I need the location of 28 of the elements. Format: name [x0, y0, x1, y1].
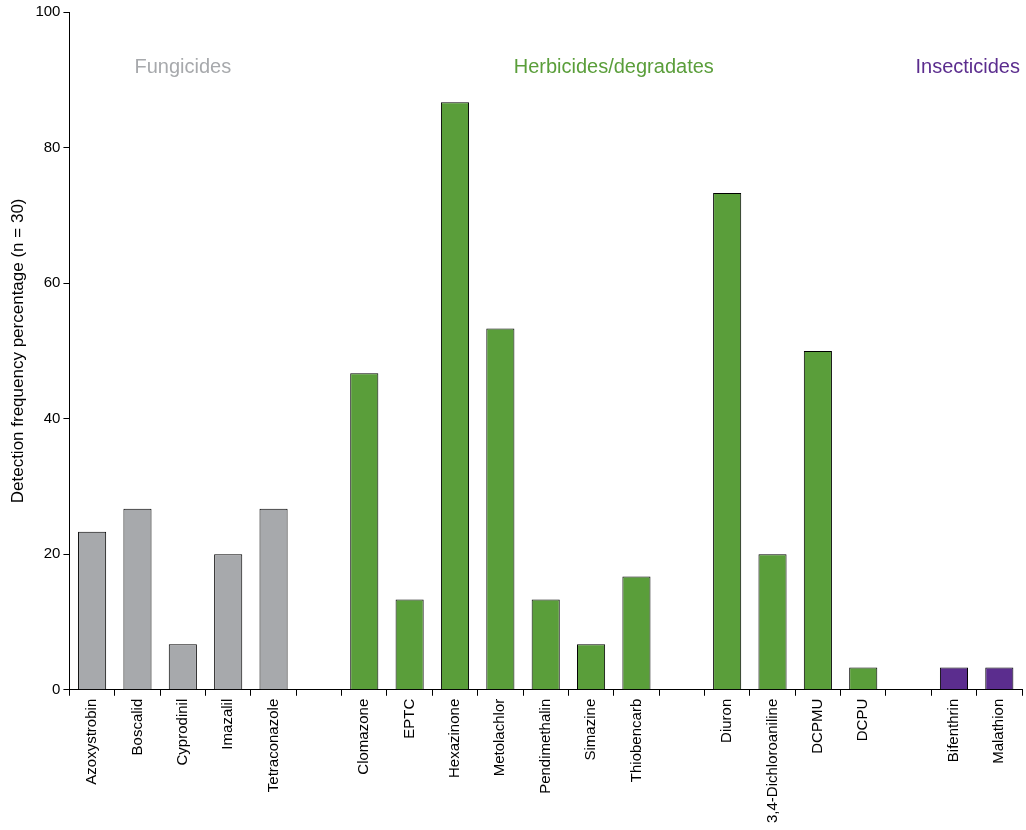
x-tick-label: Diuron — [717, 698, 735, 743]
x-tick-label: Imazalil — [218, 698, 236, 750]
x-tick-label: Malathion — [989, 698, 1007, 764]
x-tick-label: Bifenthrin — [944, 698, 962, 763]
x-tick-label: EPTC — [399, 698, 417, 739]
x-tick-label: DCPU — [853, 698, 871, 742]
x-tick-label: Azoxystrobin — [82, 698, 100, 785]
y-tick-label: 0 — [52, 679, 61, 697]
text: Insecticides — [915, 54, 1020, 77]
text: Fungicides — [134, 54, 232, 77]
x-tick-label: Clomazone — [354, 698, 372, 775]
text: Herbicides/degradates — [513, 54, 714, 77]
y-tick-label: 40 — [43, 408, 61, 426]
x-tick-label: Pendimethalin — [535, 698, 553, 794]
x-tick-label: 3,4-Dichloroaniline — [762, 698, 780, 823]
y-tick-label: 80 — [43, 137, 61, 155]
x-tick-label: Cyprodinil — [172, 698, 190, 766]
y-tick-label: 60 — [43, 273, 61, 291]
y-axis-title: Detection frequency percentage (n = 30) — [7, 198, 27, 504]
x-tick-label: Simazine — [581, 698, 599, 761]
x-tick-label: DCPMU — [808, 698, 826, 754]
x-tick-label: Metolachlor — [490, 698, 508, 777]
x-tick-label: Hexazinone — [445, 698, 463, 778]
x-tick-label: Tetraconazole — [263, 698, 281, 793]
x-tick-label: Boscalid — [127, 698, 145, 756]
y-tick-label: 100 — [35, 2, 61, 20]
x-tick-label: Thiobencarb — [626, 698, 644, 783]
y-tick-label: 20 — [43, 544, 61, 562]
